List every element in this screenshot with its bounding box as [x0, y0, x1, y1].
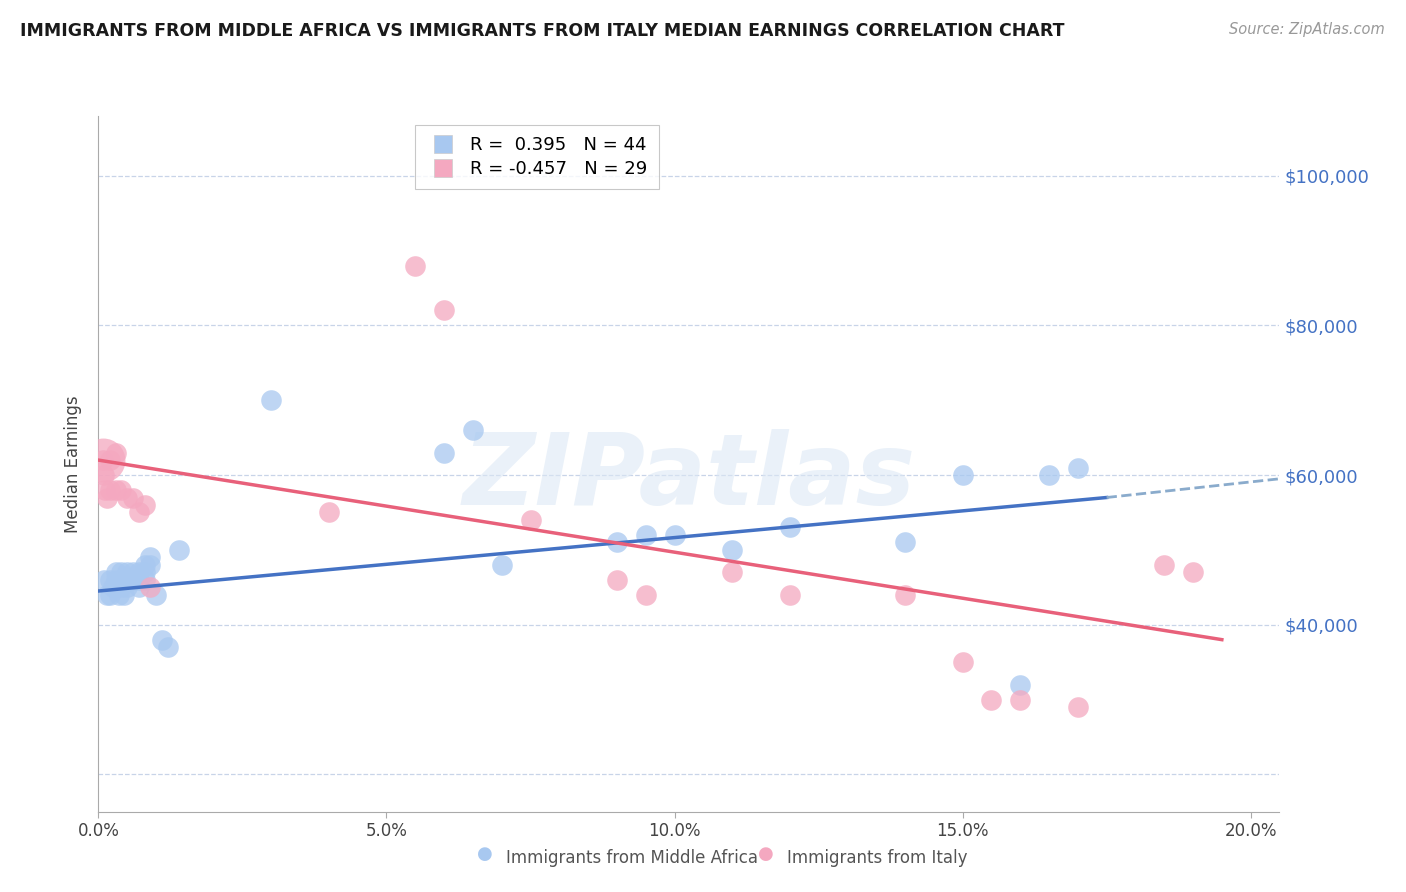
Point: [104, 483, 127, 497]
Point: [1010, 677, 1032, 691]
Point: [156, 640, 179, 654]
Point: [110, 483, 132, 497]
Point: [491, 558, 513, 572]
Point: [260, 393, 283, 408]
Text: IMMIGRANTS FROM MIDDLE AFRICA VS IMMIGRANTS FROM ITALY MEDIAN EARNINGS CORRELATI: IMMIGRANTS FROM MIDDLE AFRICA VS IMMIGRA…: [20, 22, 1064, 40]
Point: [115, 573, 138, 587]
Point: [104, 580, 127, 594]
Point: [1010, 692, 1032, 706]
Point: [96, 491, 118, 505]
Point: [894, 535, 917, 549]
Point: [721, 566, 744, 580]
Point: [96, 588, 118, 602]
Point: [134, 558, 156, 572]
Point: [112, 588, 135, 602]
Point: [139, 558, 162, 572]
Text: Source: ZipAtlas.com: Source: ZipAtlas.com: [1229, 22, 1385, 37]
Point: [980, 692, 1002, 706]
Point: [167, 542, 190, 557]
Point: [134, 566, 156, 580]
Point: [664, 528, 686, 542]
Point: [952, 468, 974, 483]
Point: [433, 303, 456, 318]
Text: Immigrants from Italy: Immigrants from Italy: [787, 849, 967, 867]
Point: [952, 655, 974, 669]
Point: [634, 528, 657, 542]
Point: [139, 580, 162, 594]
Point: [107, 588, 129, 602]
Point: [894, 588, 917, 602]
Point: [115, 491, 138, 505]
Point: [98, 483, 121, 497]
Point: [1067, 460, 1090, 475]
Legend: R =  0.395   N = 44, R = -0.457   N = 29: R = 0.395 N = 44, R = -0.457 N = 29: [415, 125, 658, 189]
Point: [150, 632, 173, 647]
Point: [1153, 558, 1175, 572]
Point: [91, 453, 114, 467]
Text: ●: ●: [477, 845, 494, 863]
Point: [98, 573, 121, 587]
Point: [94, 483, 117, 497]
Point: [1038, 468, 1060, 483]
Point: [721, 542, 744, 557]
Point: [404, 259, 426, 273]
Point: [91, 453, 114, 467]
Point: [145, 588, 167, 602]
Point: [110, 566, 132, 580]
Point: [128, 566, 150, 580]
Point: [128, 580, 150, 594]
Text: Immigrants from Middle Africa: Immigrants from Middle Africa: [506, 849, 758, 867]
Point: [101, 580, 124, 594]
Point: [606, 535, 628, 549]
Point: [128, 573, 150, 587]
Point: [134, 573, 156, 587]
Text: ●: ●: [758, 845, 775, 863]
Point: [1067, 700, 1090, 714]
Point: [98, 588, 121, 602]
Point: [461, 423, 484, 437]
Point: [433, 445, 456, 459]
Point: [98, 453, 121, 467]
Point: [519, 513, 541, 527]
Point: [779, 520, 801, 534]
Point: [104, 445, 127, 459]
Point: [606, 573, 628, 587]
Point: [93, 573, 115, 587]
Y-axis label: Median Earnings: Median Earnings: [65, 395, 83, 533]
Point: [134, 498, 156, 512]
Point: [122, 566, 145, 580]
Point: [93, 468, 115, 483]
Point: [110, 573, 132, 587]
Point: [122, 491, 145, 505]
Text: ZIPatlas: ZIPatlas: [463, 429, 915, 526]
Point: [1182, 566, 1205, 580]
Point: [779, 588, 801, 602]
Point: [318, 506, 340, 520]
Point: [139, 550, 162, 565]
Point: [634, 588, 657, 602]
Point: [115, 566, 138, 580]
Point: [128, 506, 150, 520]
Point: [110, 580, 132, 594]
Point: [104, 573, 127, 587]
Point: [104, 566, 127, 580]
Point: [115, 580, 138, 594]
Point: [122, 573, 145, 587]
